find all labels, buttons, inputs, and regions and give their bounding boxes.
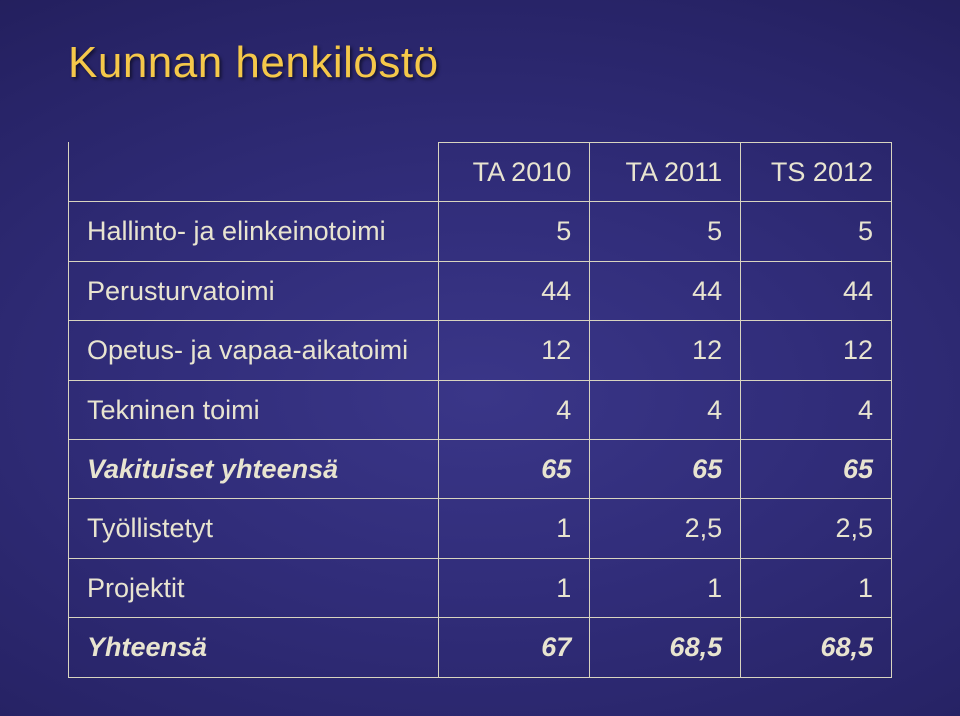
row-value: 68,5 [741,618,892,677]
row-value: 44 [590,261,741,320]
row-value: 2,5 [590,499,741,558]
row-value: 5 [439,202,590,261]
row-value: 5 [590,202,741,261]
row-value: 65 [439,439,590,498]
row-label: Yhteensä [69,618,439,677]
table-row: Hallinto- ja elinkeinotoimi 5 5 5 [69,202,892,261]
table-row: Projektit 1 1 1 [69,558,892,617]
row-value: 67 [439,618,590,677]
row-label: Perusturvatoimi [69,261,439,320]
table-row: Opetus- ja vapaa-aikatoimi 12 12 12 [69,321,892,380]
row-value: 65 [590,439,741,498]
row-value: 5 [741,202,892,261]
row-value: 65 [741,439,892,498]
table-row: Työllistetyt 1 2,5 2,5 [69,499,892,558]
table-header-blank [69,143,439,202]
table-header-col3: TS 2012 [741,143,892,202]
row-value: 4 [741,380,892,439]
table-row-total: Yhteensä 67 68,5 68,5 [69,618,892,677]
row-value: 44 [439,261,590,320]
table-header-row: TA 2010 TA 2011 TS 2012 [69,143,892,202]
row-label: Opetus- ja vapaa-aikatoimi [69,321,439,380]
table-header-col1: TA 2010 [439,143,590,202]
row-value: 2,5 [741,499,892,558]
row-label: Vakituiset yhteensä [69,439,439,498]
table-body: Hallinto- ja elinkeinotoimi 5 5 5 Perust… [69,202,892,677]
row-value: 44 [741,261,892,320]
row-label: Tekninen toimi [69,380,439,439]
table-row: Tekninen toimi 4 4 4 [69,380,892,439]
row-value: 1 [439,499,590,558]
row-value: 12 [439,321,590,380]
row-value: 1 [590,558,741,617]
row-value: 12 [741,321,892,380]
row-label: Projektit [69,558,439,617]
slide-title: Kunnan henkilöstö [68,38,892,88]
row-value: 4 [439,380,590,439]
row-value: 12 [590,321,741,380]
slide: Kunnan henkilöstö TA 2010 TA 2011 TS 201… [0,0,960,716]
row-value: 1 [741,558,892,617]
table-row: Perusturvatoimi 44 44 44 [69,261,892,320]
row-value: 4 [590,380,741,439]
row-value: 68,5 [590,618,741,677]
table-row-subtotal: Vakituiset yhteensä 65 65 65 [69,439,892,498]
row-label: Hallinto- ja elinkeinotoimi [69,202,439,261]
row-value: 1 [439,558,590,617]
table-header-col2: TA 2011 [590,143,741,202]
personnel-table: TA 2010 TA 2011 TS 2012 Hallinto- ja eli… [68,142,892,678]
row-label: Työllistetyt [69,499,439,558]
